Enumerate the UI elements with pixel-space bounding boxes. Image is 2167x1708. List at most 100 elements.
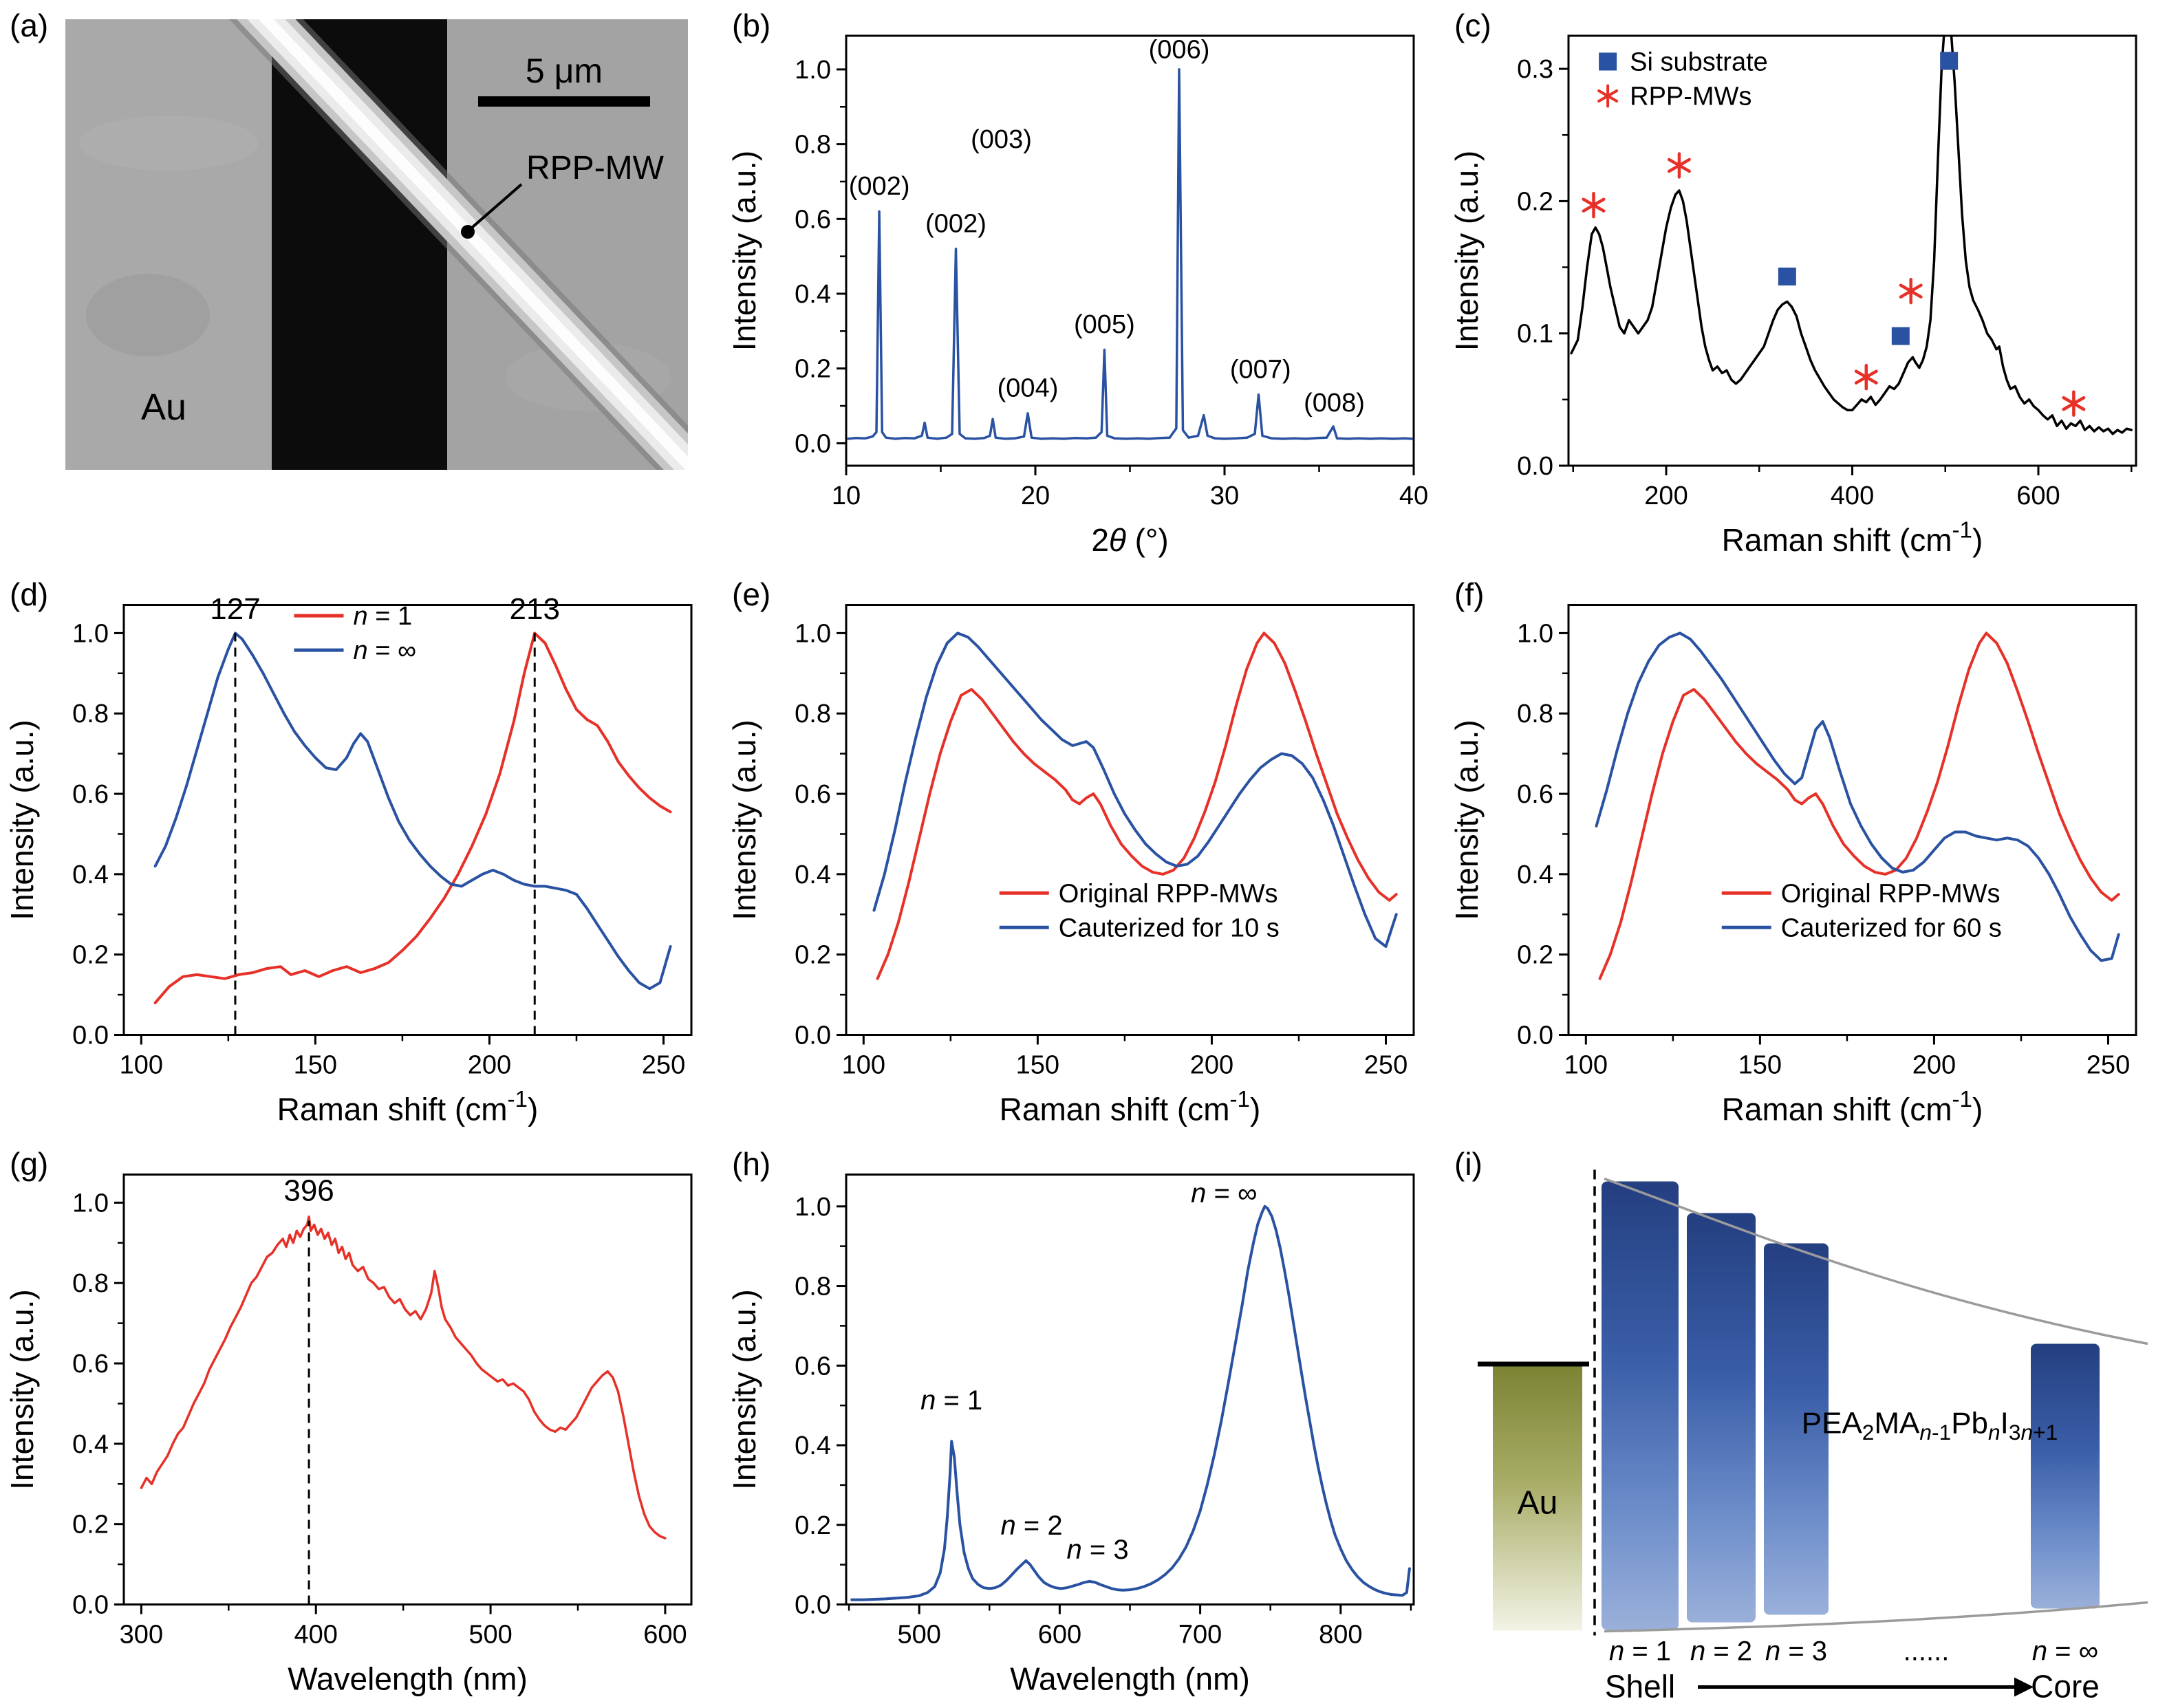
panel-g: (g) 300 400 500 600 0.0 0.2 0.4 0.6 0.8 1.0 Wavele… [0, 1138, 722, 1708]
y-tick-label: 0.2 [1517, 941, 1553, 970]
x-tick-label: 200 [1644, 482, 1688, 510]
band-diagram-svg: Au PEA2MAn-1PbnI3n+1 n = 1 n = 2 n = 3 n = ∞.… [1478, 1169, 2148, 1705]
panel-c: (c) 200 400 600 0.0 0.1 0.2 0.3 Raman shift (cm… [1445, 0, 2167, 569]
shell-label: Shell [1605, 1669, 1675, 1705]
y-tick-label: 0.2 [795, 355, 831, 384]
x-axis-title: Raman shift (cm-1) [277, 1087, 539, 1127]
raman-n-compare-chart: 100 150 200 250 0.0 0.2 0.4 0.6 0.8 1.0 Raman shif… [0, 569, 722, 1138]
series-annotation: n = 1 [920, 1385, 982, 1416]
au-electrode-block [1493, 1366, 1582, 1631]
miller-index-label: (002) [849, 172, 910, 201]
y-tick-label: 0.6 [1517, 780, 1553, 809]
microwire-label: RPP-MW [526, 150, 665, 186]
bar-n-label: n = ∞ [2032, 1636, 2098, 1667]
x-axis-title: Raman shift (cm-1) [1722, 1087, 1983, 1127]
y-tick-label: 1.0 [72, 1189, 109, 1218]
legend-label: Original RPP-MWs [1059, 879, 1278, 908]
si-substrate-marker [1778, 268, 1796, 285]
wire-pointer-dot [461, 225, 475, 239]
band-bar-n-1 [1602, 1181, 1679, 1630]
y-tick-label: 0.0 [72, 1021, 109, 1050]
axes: 200 400 600 0.0 0.1 0.2 0.3 Raman shift (cm-1) I… [1449, 34, 2137, 558]
x-tick-label: 600 [1038, 1621, 1081, 1650]
x-tick-label: 30 [1210, 482, 1239, 510]
y-tick-label: 0.0 [795, 429, 831, 458]
series-pl [850, 1204, 1411, 1601]
axes: 10 20 30 40 0.0 0.2 0.4 0.6 0.8 1.0 2θ (°) Intensit… [726, 34, 1428, 558]
x-tick-label: 250 [642, 1051, 685, 1080]
panel-d: (d) 100 150 200 250 0.0 0.2 0.4 0.6 0.8 1.0 Raman … [0, 569, 722, 1138]
miller-index-label: (007) [1230, 355, 1291, 384]
y-tick-label: 0.3 [1517, 55, 1553, 84]
series-annotation: n = 2 [1001, 1511, 1063, 1541]
perovskite-formula: PEA2MAn-1PbnI3n+1 [1802, 1407, 2058, 1445]
x-tick-label: 250 [1364, 1051, 1408, 1080]
x-axis-title: Wavelength (nm) [288, 1661, 528, 1697]
si-substrate-marker [1940, 52, 1959, 70]
panel-e-label: (e) [732, 576, 771, 612]
x-axis-title: Raman shift (cm-1) [1722, 518, 1983, 558]
x-tick-label: 300 [120, 1621, 163, 1650]
x-axis-title: Raman shift (cm-1) [1000, 1087, 1261, 1127]
legend-label: n = ∞ [354, 636, 417, 665]
series-cauterized-60s [1595, 631, 2120, 962]
miller-index-label: (006) [1149, 36, 1210, 65]
raman-cauterized-10s-chart-svg: 100 150 200 250 0.0 0.2 0.4 0.6 0.8 1.0 Raman shif… [726, 604, 1415, 1127]
y-tick-label: 0.2 [795, 1511, 831, 1540]
y-tick-label: 0.8 [1517, 700, 1553, 728]
panel-i-label: (i) [1454, 1146, 1483, 1182]
x-tick-label: 40 [1399, 482, 1428, 510]
y-tick-label: 0.0 [1517, 452, 1553, 481]
y-tick-label: 0.4 [795, 861, 831, 889]
series-original [876, 631, 1398, 980]
au-fermi-level-line [1478, 1361, 1589, 1367]
raman-cauterized-60s-chart: 100 150 200 250 0.0 0.2 0.4 0.6 0.8 1.0 Raman shif… [1445, 569, 2167, 1138]
series-cauterized-10s [872, 631, 1398, 948]
y-tick-label: 0.6 [795, 205, 831, 234]
panel-c-label: (c) [1454, 8, 1491, 43]
wire-pointer-line [471, 183, 523, 228]
legend-label: Cauterized for 60 s [1781, 914, 2002, 942]
series-raman [1570, 36, 2133, 435]
series-spectrum [140, 1215, 667, 1539]
axes: 100 150 200 250 0.0 0.2 0.4 0.6 0.8 1.0 Raman shif… [1449, 604, 2137, 1127]
y-tick-label: 1.0 [72, 619, 109, 648]
y-axis-title: Intensity (a.u.) [4, 720, 40, 920]
xrd-chart: 10 20 30 40 0.0 0.2 0.4 0.6 0.8 1.0 2θ (°) Intensit… [722, 0, 1445, 569]
x-tick-label: 500 [468, 1621, 512, 1650]
y-tick-label: 0.6 [72, 1350, 109, 1379]
y-tick-label: 0.2 [1517, 187, 1553, 216]
scale-bar-label: 5 μm [526, 52, 603, 90]
y-tick-label: 0.2 [72, 1511, 109, 1539]
band-envelope-top-curve [1604, 1177, 2148, 1345]
y-axis-title: Intensity (a.u.) [1449, 151, 1485, 351]
axes: 500 600 700 800 0.0 0.2 0.4 0.6 0.8 1.0 Wavelength… [726, 1174, 1415, 1697]
y-tick-label: 0.0 [1517, 1021, 1553, 1050]
y-tick-label: 0.4 [795, 280, 831, 309]
x-tick-label: 200 [468, 1051, 511, 1080]
legend: n = 1 n = ∞ [294, 602, 417, 665]
y-tick-label: 1.0 [795, 1193, 831, 1222]
y-tick-label: 0.4 [72, 861, 109, 889]
y-tick-label: 0.8 [795, 700, 831, 728]
legend: Si substrate RPP-MWs [1597, 48, 1768, 111]
absorption-spectrum-chart: 300 400 500 600 0.0 0.2 0.4 0.6 0.8 1.0 Wavelength… [0, 1138, 722, 1708]
x-tick-label: 250 [2087, 1051, 2130, 1080]
absorption-spectrum-chart-svg: 300 400 500 600 0.0 0.2 0.4 0.6 0.8 1.0 Wavelength… [4, 1174, 693, 1697]
legend-label: Original RPP-MWs [1781, 879, 2001, 908]
y-axis-title: Intensity (a.u.) [726, 720, 762, 920]
y-tick-label: 0.0 [795, 1021, 831, 1050]
panel-f: (f) 100 150 200 250 0.0 0.2 0.4 0.6 0.8 1.0 Raman … [1445, 569, 2167, 1138]
x-tick-label: 20 [1021, 482, 1050, 510]
y-tick-label: 0.8 [72, 700, 109, 728]
band-diagram: Au PEA2MAn-1PbnI3n+1 n = 1 n = 2 n = 3 n = ∞.… [1445, 1138, 2167, 1708]
raman-si-chart-svg: 200 400 600 0.0 0.1 0.2 0.3 Raman shift (cm-1) I… [1449, 34, 2137, 558]
x-tick-label: 100 [842, 1051, 885, 1080]
panel-b-label: (b) [732, 8, 771, 43]
y-axis-title: Intensity (a.u.) [726, 1289, 762, 1489]
series-xrd [847, 68, 1413, 440]
core-label: Core [2031, 1669, 2100, 1705]
y-axis-title: Intensity (a.u.) [4, 1289, 40, 1489]
y-tick-label: 0.2 [795, 941, 831, 970]
ellipsis-label: ...... [1904, 1636, 1950, 1667]
